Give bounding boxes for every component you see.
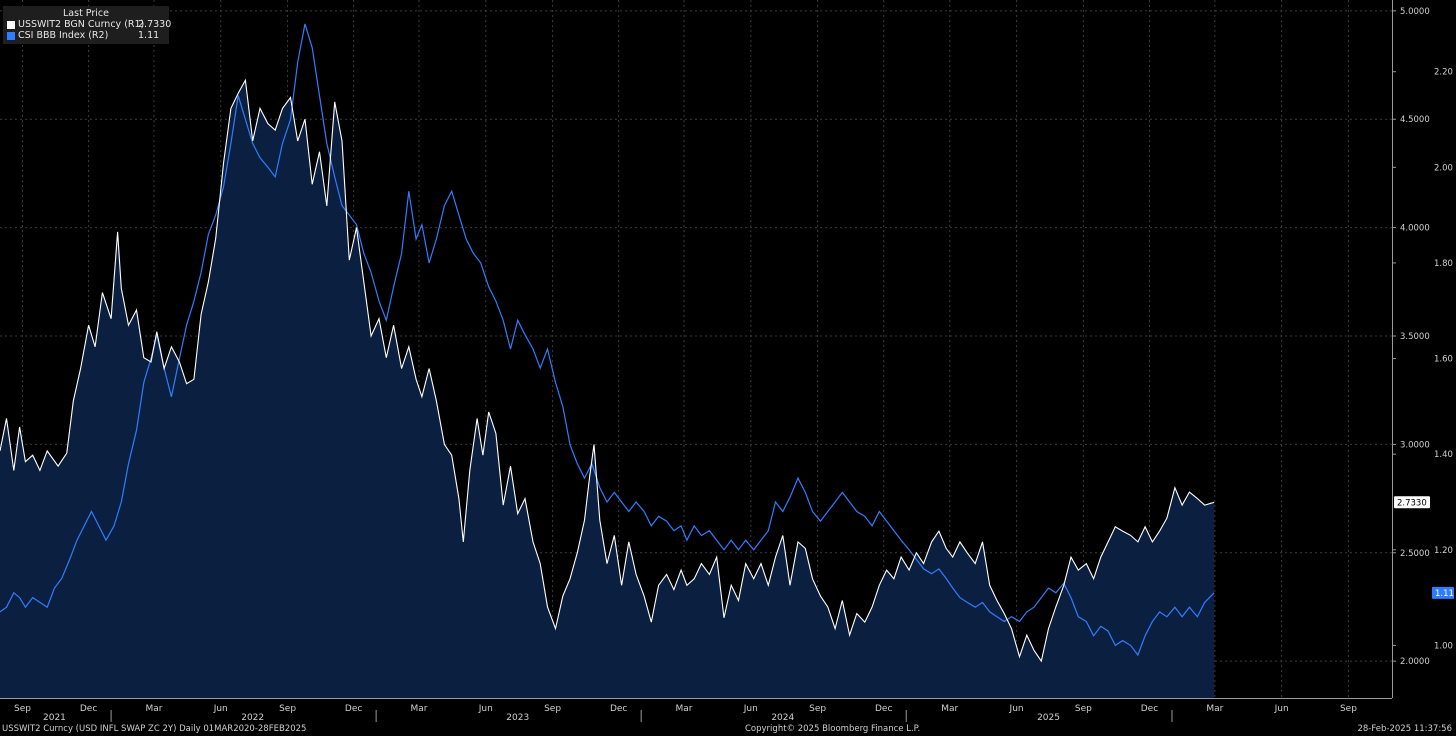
usswit2-last-value-badge bbox=[1394, 496, 1430, 509]
month-tick-label: Sep bbox=[1340, 704, 1357, 714]
legend-swatch-white bbox=[7, 20, 15, 29]
usswit2-last-value-label: 2.7330 bbox=[1397, 498, 1427, 508]
r2-tick-label: 2.00 bbox=[1434, 163, 1453, 173]
usswit2-series-line bbox=[0, 78, 1215, 663]
right-axis-r2: 1.00 1.20 1.40 1.60 1.80 2.00 2.20 1.11 bbox=[1392, 68, 1454, 651]
month-tick-label: Jun bbox=[1274, 704, 1289, 714]
csi-bbb-last-value-label: 1.11 bbox=[1435, 589, 1454, 599]
month-tick-label: Mar bbox=[676, 704, 693, 714]
footer-copyright: Copyright© 2025 Bloomberg Finance L.P. bbox=[745, 724, 921, 734]
month-tick-label: Jun bbox=[213, 704, 228, 714]
year-label: 2023 bbox=[506, 713, 529, 723]
legend-item-name: USSWIT2 BGN Curncy (R1) bbox=[18, 19, 145, 30]
r1-tick-label: 2.0000 bbox=[1400, 657, 1430, 667]
month-tick-label: Sep bbox=[1075, 704, 1092, 714]
r1-tick-label: 4.0000 bbox=[1400, 224, 1430, 234]
legend-item-name: CSI BBB Index (R2) bbox=[18, 30, 109, 41]
r1-tick-label: 3.5000 bbox=[1400, 332, 1430, 342]
r1-tick-label: 4.5000 bbox=[1400, 115, 1430, 125]
year-label: 2025 bbox=[1037, 713, 1060, 723]
legend-item-value: 2.7330 bbox=[138, 19, 172, 30]
r2-tick-label: 1.00 bbox=[1434, 641, 1453, 651]
csi-bbb-last-value-badge bbox=[1432, 586, 1454, 599]
month-tick-label: Mar bbox=[410, 704, 427, 714]
legend-header: Last Price bbox=[63, 8, 109, 19]
month-tick-label: Dec bbox=[610, 704, 627, 714]
month-tick-label: Sep bbox=[14, 704, 31, 714]
year-label: 2021 bbox=[43, 713, 66, 723]
month-tick-label: Dec bbox=[875, 704, 892, 714]
r1-tick-label: 2.5000 bbox=[1400, 549, 1430, 559]
month-tick-label: Mar bbox=[1206, 704, 1223, 714]
month-tick-label: Mar bbox=[145, 704, 162, 714]
r2-tick-label: 2.20 bbox=[1434, 68, 1453, 78]
time-axis: Sep Dec Mar Jun Sep Dec Mar Jun Sep Dec Mar Jun Sep D… bbox=[0, 698, 1392, 723]
month-tick-label: Jun bbox=[743, 704, 758, 714]
month-tick-label: Dec bbox=[345, 704, 362, 714]
legend-item-value: 1.11 bbox=[138, 30, 160, 41]
legend: Last Price USSWIT2 BGN Curncy (R1) 2.733… bbox=[3, 6, 172, 44]
plot-area bbox=[0, 23, 1215, 698]
legend-swatch-blue bbox=[7, 31, 15, 40]
footer-ticker-info: USSWIT2 Curncy (USD INFL SWAP ZC 2Y) Dai… bbox=[2, 724, 307, 734]
r1-tick-label: 3.0000 bbox=[1400, 440, 1430, 450]
month-tick-label: Jun bbox=[478, 704, 493, 714]
r2-tick-label: 1.40 bbox=[1434, 450, 1453, 460]
month-tick-label: Dec bbox=[80, 704, 97, 714]
right-axis-r1: 2.0000 2.5000 3.0000 3.5000 4.0000 4.5000 5.00… bbox=[1392, 0, 1430, 698]
r1-tick-label: 5.0000 bbox=[1400, 7, 1430, 17]
month-tick-label: Mar bbox=[941, 704, 958, 714]
r2-tick-label: 1.60 bbox=[1434, 355, 1453, 365]
month-tick-label: Dec bbox=[1141, 704, 1158, 714]
csi-bbb-series-line bbox=[0, 23, 1215, 657]
legend-item-csi-bbb: CSI BBB Index (R2) 1.11 bbox=[3, 30, 169, 41]
year-label: 2024 bbox=[771, 713, 794, 723]
footer-timestamp: 28-Feb-2025 11:37:56 bbox=[1357, 724, 1452, 734]
month-tick-label: Jun bbox=[1009, 704, 1024, 714]
r2-tick-label: 1.20 bbox=[1434, 546, 1453, 556]
usswit2-area-fill bbox=[0, 80, 1215, 698]
year-label: 2022 bbox=[241, 713, 264, 723]
r2-tick-label: 1.80 bbox=[1434, 259, 1453, 269]
month-tick-label: Sep bbox=[544, 704, 561, 714]
month-tick-label: Sep bbox=[279, 704, 296, 714]
month-tick-label: Sep bbox=[809, 704, 826, 714]
legend-item-usswit2: USSWIT2 BGN Curncy (R1) 2.7330 bbox=[3, 19, 172, 30]
